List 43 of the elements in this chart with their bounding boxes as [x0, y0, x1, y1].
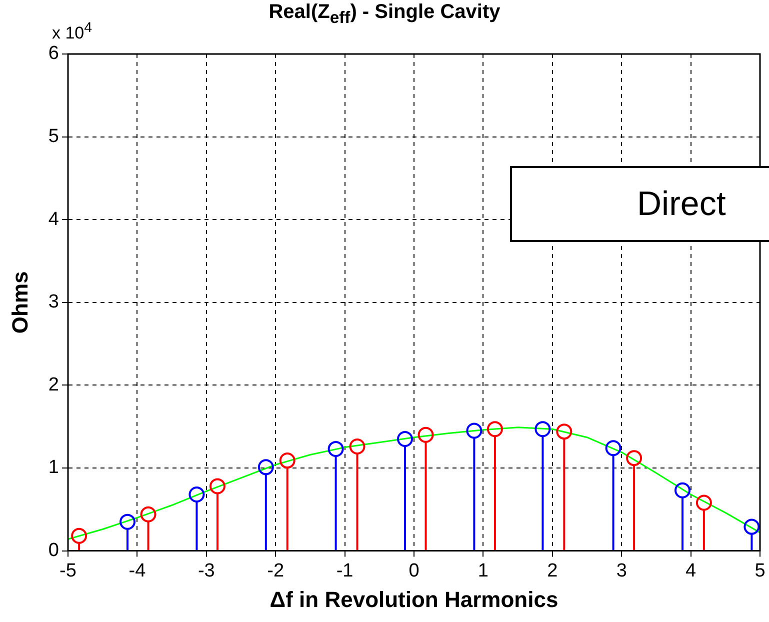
y-axis-title: Ohms [7, 271, 32, 334]
x-tick-label: 0 [408, 560, 420, 582]
point [328, 440, 344, 457]
y-tick-label: 4 [48, 208, 60, 230]
x-tick-label: -3 [198, 560, 215, 582]
chart-title: Real(Z$_{eff}$) - Single Cavity [268, 1, 500, 27]
point [397, 431, 414, 448]
point [209, 478, 226, 494]
y-tick-label: 3 [48, 292, 59, 313]
point [418, 426, 434, 443]
point [486, 421, 503, 438]
point [626, 450, 642, 466]
point [258, 459, 274, 476]
x-tick-label: -4 [128, 560, 146, 582]
point [188, 486, 205, 502]
x-tick-label: -5 [60, 560, 76, 582]
y-tick-label: 2 [48, 374, 59, 396]
text: x 10$^{4}$ [52, 20, 92, 44]
y-tick-label: 6 [48, 43, 59, 64]
point [279, 452, 296, 469]
x-tick-label: 2 [547, 560, 558, 582]
x-tick-label: -2 [267, 560, 284, 582]
x-axis-title: Δf in Revolution Harmonics [270, 586, 558, 612]
x-tick-label: 4 [686, 560, 697, 582]
y-tick-label: 5 [48, 126, 59, 148]
y-tick-label: 0 [48, 540, 59, 562]
note-box: Direct [510, 166, 769, 242]
point [696, 494, 712, 511]
point [466, 422, 482, 439]
point [120, 514, 136, 530]
point [349, 438, 366, 454]
x-tick-label: -1 [336, 560, 354, 582]
point [556, 424, 572, 440]
point [71, 528, 88, 544]
point [534, 421, 551, 438]
x-tick-label: 1 [478, 560, 488, 582]
x-tick-label: 5 [754, 560, 766, 582]
point [674, 482, 690, 498]
point [140, 506, 156, 522]
point [744, 518, 760, 535]
y-tick-label: 1 [48, 457, 59, 478]
x-tick-label: 3 [616, 560, 627, 582]
point [605, 440, 622, 456]
